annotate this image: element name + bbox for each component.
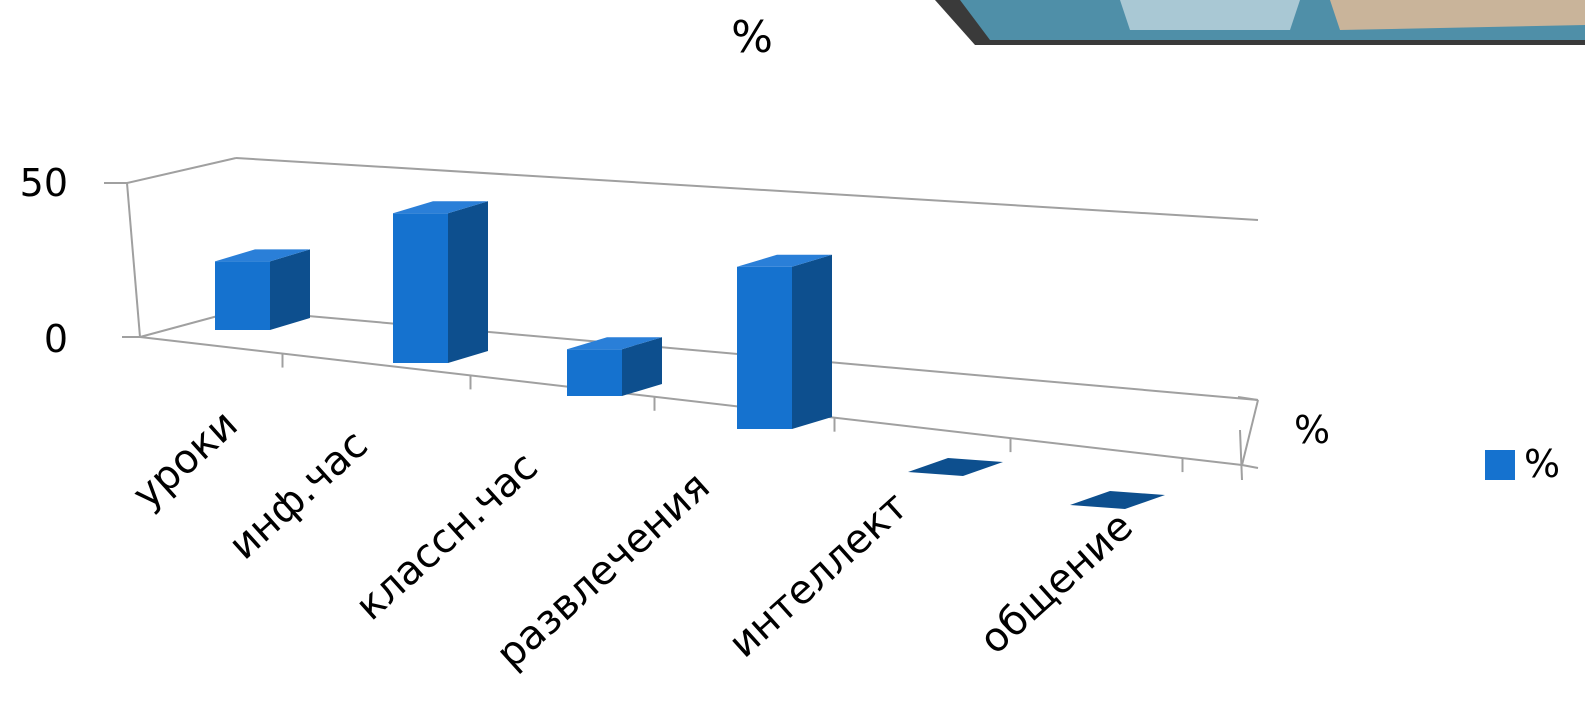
y-axis: 0 50 — [20, 161, 68, 361]
bar-общение — [1070, 491, 1165, 509]
bar-front — [737, 266, 792, 429]
bar-side — [792, 254, 832, 429]
bar-top — [215, 249, 310, 262]
bar-front — [215, 261, 270, 330]
bar-flat — [1070, 491, 1165, 509]
bar-интеллект — [908, 458, 1003, 476]
bar-front — [393, 213, 448, 363]
bar-flat — [908, 458, 1003, 476]
bar-инф.час — [393, 201, 488, 363]
bar-front — [567, 349, 622, 396]
chart-title: % — [731, 12, 773, 63]
bar-развлечения — [737, 254, 832, 429]
header-image — [935, 0, 1585, 45]
bar-классн.час — [567, 337, 662, 396]
bar-уроки — [215, 249, 310, 330]
chart-frame — [104, 157, 1259, 481]
legend-swatch — [1485, 450, 1515, 480]
x-axis-ticks — [281, 353, 1184, 473]
x-tick-label: интеллект — [720, 483, 917, 667]
bar-top — [737, 254, 832, 267]
x-tick-label: уроки — [124, 401, 247, 518]
bar-side — [270, 249, 310, 330]
x-tick-label: классн.час — [347, 443, 547, 629]
series-axis-label: % — [1294, 408, 1330, 452]
bar-side — [622, 337, 662, 396]
bar-top — [393, 201, 488, 214]
legend-label: % — [1524, 442, 1560, 486]
y-tick-label: 0 — [44, 317, 68, 361]
y-tick-label: 50 — [20, 161, 68, 205]
bar-top — [567, 337, 662, 350]
bar-side — [448, 201, 488, 363]
legend: % — [1485, 442, 1560, 486]
x-tick-label: инф.час — [220, 421, 377, 568]
x-tick-label: общение — [971, 503, 1142, 663]
bars — [215, 201, 1165, 509]
